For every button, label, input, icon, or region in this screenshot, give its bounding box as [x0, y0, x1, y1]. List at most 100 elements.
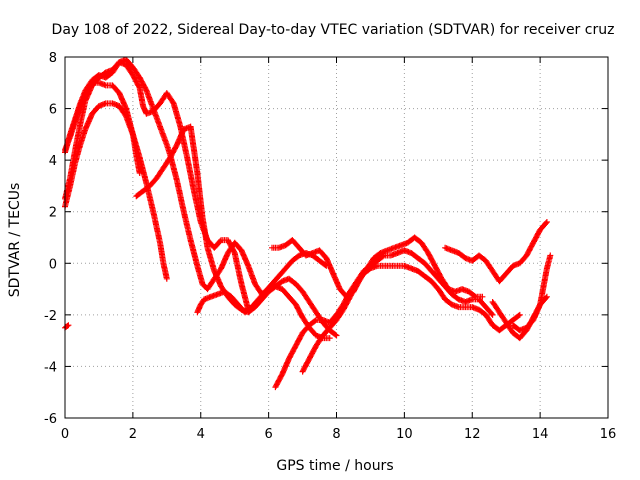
data-point: [430, 280, 433, 283]
data-point: [98, 105, 100, 107]
data-point: [233, 241, 236, 244]
data-point: [311, 252, 314, 254]
data-point: [464, 257, 467, 259]
data-point: [244, 311, 246, 314]
data-point: [457, 252, 460, 254]
data-point: [335, 334, 338, 337]
data-point: [79, 143, 82, 146]
data-point: [373, 257, 375, 259]
data-point: [182, 210, 185, 213]
data-point: [240, 249, 243, 252]
data-point: [318, 259, 321, 262]
data-point: [457, 306, 460, 308]
data-point: [403, 265, 406, 267]
data-point: [79, 105, 82, 107]
data-point: [322, 319, 324, 321]
data-series-13: [510, 252, 554, 334]
data-point: [512, 332, 514, 334]
data-point: [464, 306, 467, 308]
data-point: [179, 125, 182, 128]
data-point: [468, 290, 470, 293]
data-point: [437, 288, 440, 290]
data-point: [79, 123, 82, 125]
data-point: [485, 306, 487, 308]
data-point: [247, 265, 250, 267]
data-point: [485, 314, 487, 316]
y-tick-label: 2: [49, 206, 57, 221]
data-point: [498, 280, 501, 283]
data-point: [410, 267, 412, 270]
data-point: [206, 288, 209, 290]
data-point: [301, 370, 304, 373]
chart-title: Day 108 of 2022, Sidereal Day-to-day VTE…: [52, 22, 615, 38]
data-point: [423, 275, 426, 277]
data-point: [491, 270, 494, 272]
data-point: [291, 259, 294, 262]
data-point: [454, 290, 457, 293]
data-point: [98, 74, 100, 76]
y-axis-label: SDTVAR / TECUs: [7, 183, 23, 298]
data-point: [376, 259, 379, 262]
data-point: [284, 244, 287, 247]
data-point: [549, 254, 552, 257]
data-point: [301, 316, 304, 319]
data-point: [383, 265, 385, 267]
data-point: [257, 298, 260, 301]
data-point: [539, 228, 541, 231]
data-point: [288, 357, 290, 360]
data-point: [369, 267, 372, 270]
data-point: [118, 92, 121, 94]
data-point: [237, 303, 239, 306]
data-point: [305, 254, 307, 257]
data-point: [210, 296, 212, 298]
data-point: [451, 293, 453, 296]
data-point: [505, 321, 507, 324]
data-point: [233, 252, 236, 254]
data-point: [444, 247, 446, 249]
data-point: [166, 277, 168, 280]
data-point: [413, 236, 416, 239]
data-point: [213, 247, 216, 249]
x-tick-label: 2: [129, 427, 137, 442]
data-point: [288, 296, 290, 298]
data-point: [430, 270, 433, 272]
data-point: [423, 262, 426, 265]
data-point: [196, 311, 199, 314]
data-point: [491, 324, 494, 326]
data-point: [111, 84, 114, 87]
data-point: [240, 283, 243, 285]
data-point: [132, 74, 134, 76]
data-point: [271, 247, 273, 249]
data-point: [278, 275, 280, 277]
data-point: [196, 172, 199, 174]
data-point: [427, 252, 429, 254]
data-point: [308, 301, 311, 303]
data-point: [220, 267, 222, 270]
data-point: [420, 241, 423, 244]
data-point: [281, 373, 284, 375]
data-point: [223, 290, 226, 293]
data-point: [135, 195, 138, 198]
data-point: [189, 125, 192, 128]
data-point: [111, 102, 114, 105]
data-point: [518, 314, 521, 316]
data-point: [98, 81, 100, 84]
data-point: [176, 179, 178, 182]
data-point: [315, 334, 317, 337]
x-tick-label: 12: [464, 427, 481, 442]
data-point: [485, 259, 487, 262]
y-tick-label: 0: [49, 257, 57, 272]
data-point: [491, 314, 494, 316]
data-point: [532, 241, 535, 244]
data-point: [437, 277, 440, 280]
data-point: [393, 247, 395, 249]
data-point: [152, 210, 155, 213]
data-point: [132, 66, 134, 69]
data-point: [213, 270, 216, 272]
plus-marker: [62, 322, 72, 331]
data-point: [145, 89, 148, 92]
data-point: [328, 337, 331, 339]
data-point: [169, 156, 172, 159]
data-point: [125, 115, 127, 118]
